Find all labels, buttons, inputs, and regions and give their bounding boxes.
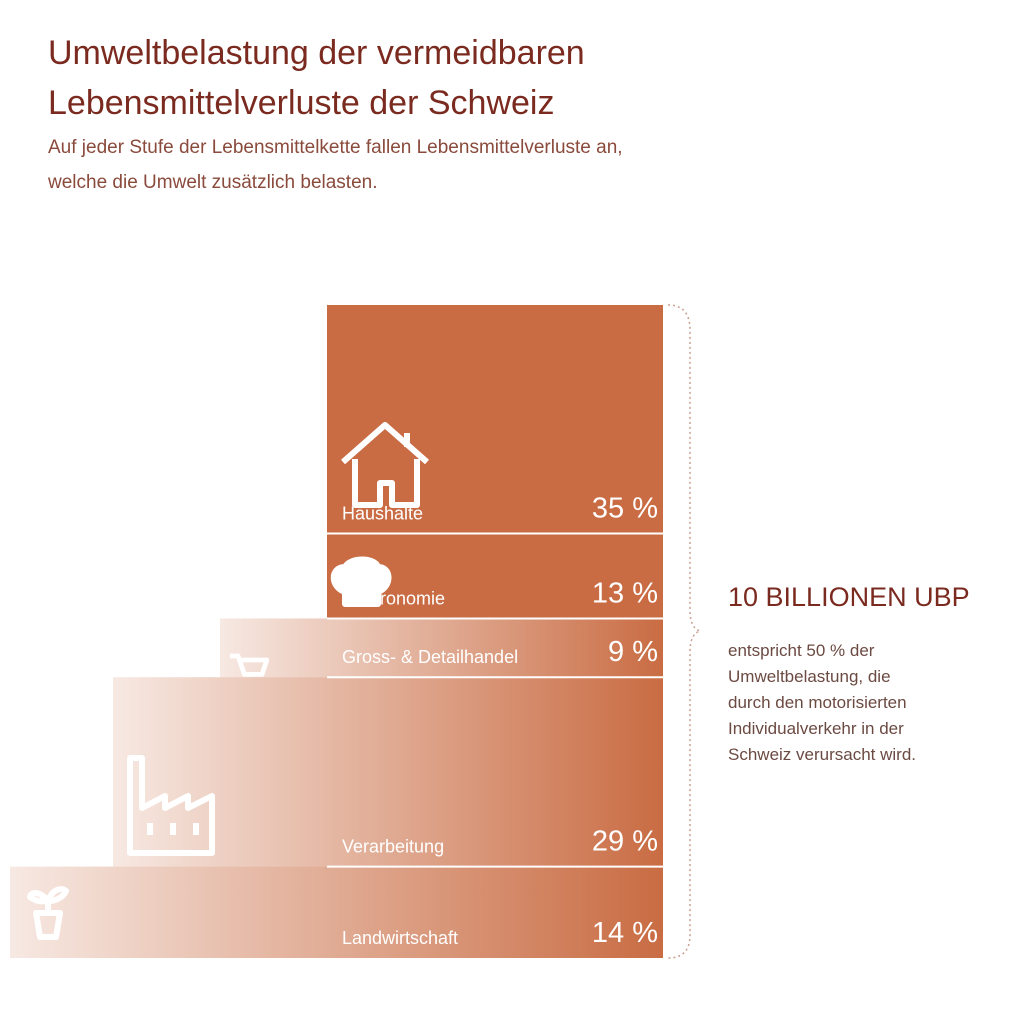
- note-line: Schweiz verursacht wird.: [728, 745, 916, 764]
- category-label: Gastronomie: [342, 588, 445, 608]
- value-label: 29 %: [592, 826, 658, 858]
- category-label: Gross- & Detailhandel: [342, 647, 518, 667]
- value-label: 13 %: [592, 577, 658, 609]
- title-line: Lebensmittelverluste der Schweiz: [48, 84, 554, 122]
- bar-segment: [10, 866, 663, 958]
- category-label: Verarbeitung: [342, 837, 444, 857]
- bar-segment: [113, 677, 663, 867]
- note-line: Individualverkehr in der: [728, 719, 904, 738]
- total-label: 10 BILLIONEN UBP: [728, 582, 970, 612]
- subtitle-line: Auf jeder Stufe der Lebensmittelkette fa…: [48, 137, 623, 158]
- brace: [667, 304, 703, 959]
- icon: [27, 886, 69, 940]
- note-line: durch den motorisierten: [728, 693, 907, 712]
- icon: [127, 755, 215, 856]
- value-label: 9 %: [608, 636, 658, 668]
- category-label: Haushalte: [342, 504, 423, 524]
- value-label: 14 %: [592, 917, 658, 949]
- note-line: entspricht 50 % der: [728, 641, 875, 660]
- title-line: Umweltbelastung der vermeidbaren: [48, 34, 585, 72]
- icon: [330, 556, 392, 607]
- category-label: Landwirtschaft: [342, 928, 458, 948]
- value-label: 35 %: [592, 493, 658, 525]
- note-line: Umweltbelastung, die: [728, 667, 891, 686]
- subtitle-line: welche die Umwelt zusätzlich belasten.: [47, 172, 378, 193]
- bar-segment: [220, 618, 663, 678]
- icon: [341, 422, 429, 508]
